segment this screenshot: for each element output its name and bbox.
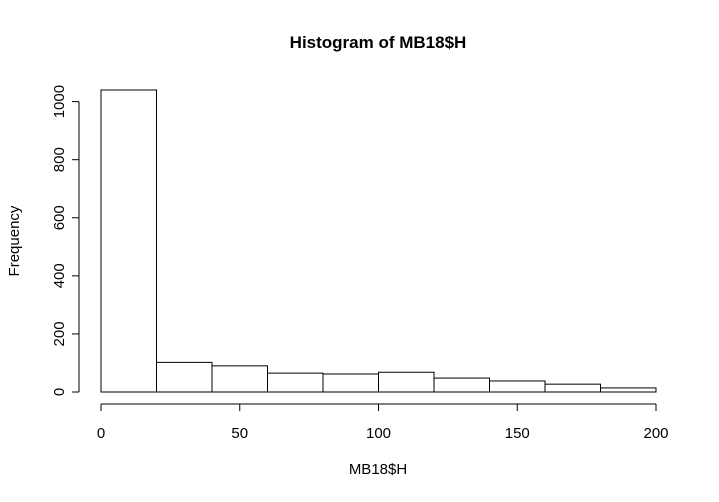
y-tick-label: 600	[51, 205, 68, 230]
histogram-bar-5	[378, 371, 435, 393]
y-axis: 0 200 400 600 800 1000	[51, 85, 80, 396]
histogram-bar-9	[600, 387, 657, 393]
bars-group	[100, 89, 657, 393]
histogram-bar-6	[433, 377, 490, 393]
x-tick-label: 0	[97, 425, 105, 442]
histogram-bar-3	[267, 372, 324, 393]
y-tick-label: 400	[51, 263, 68, 288]
histogram-bar-4	[322, 373, 379, 393]
x-axis-label: MB18$H	[349, 461, 407, 478]
x-tick-label: 150	[505, 425, 530, 442]
x-tick-label: 200	[643, 425, 668, 442]
histogram-bar-8	[544, 383, 601, 393]
x-tick-label: 50	[231, 425, 248, 442]
y-tick-label: 200	[51, 321, 68, 346]
histogram-bar-2	[211, 365, 268, 393]
y-tick-label: 1000	[51, 85, 68, 118]
histogram-bar-1	[156, 361, 213, 393]
chart-title: Histogram of MB18$H	[290, 33, 467, 52]
x-axis: 0 50 100 150 200	[97, 403, 669, 442]
y-axis-label: Frequency	[6, 205, 23, 276]
histogram-bar-0	[100, 89, 157, 393]
x-tick-label: 100	[366, 425, 391, 442]
y-tick-label: 800	[51, 147, 68, 172]
y-tick-label: 0	[51, 388, 68, 396]
histogram-bar-7	[489, 380, 546, 393]
